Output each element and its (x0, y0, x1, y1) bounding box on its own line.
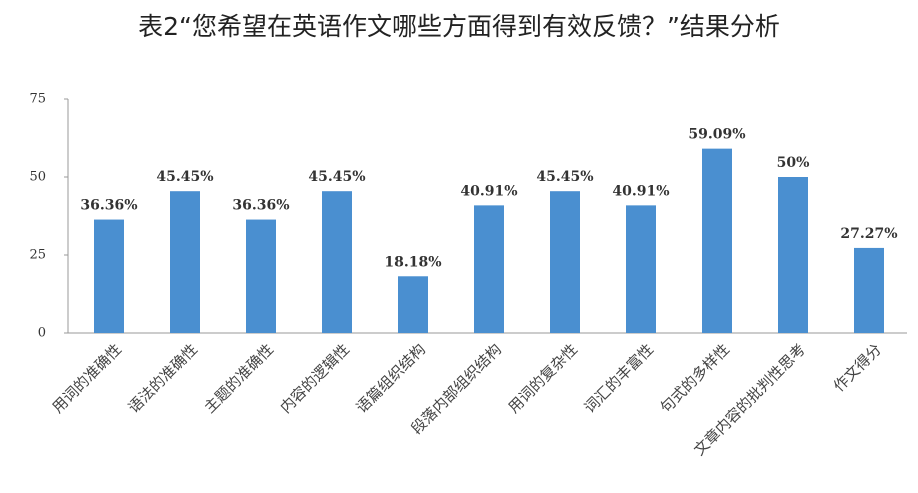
data-label: 59.09% (688, 127, 745, 143)
bar (626, 205, 656, 333)
chart-title: 表2“您希望在英语作文哪些方面得到有效反馈？”结果分析 (138, 12, 780, 41)
data-label: 40.91% (612, 183, 669, 199)
bar (550, 191, 580, 333)
data-label: 45.45% (536, 169, 593, 185)
y-tick-label: 0 (38, 326, 46, 341)
bar (702, 148, 732, 333)
data-label: 27.27% (840, 226, 897, 242)
data-label: 40.91% (460, 183, 517, 199)
x-tick-label: 用词的复杂性 (505, 340, 581, 416)
data-label: 36.36% (80, 198, 137, 214)
x-tick-label: 内容的逻辑性 (277, 340, 353, 416)
data-label: 45.45% (156, 169, 213, 185)
bar (398, 276, 428, 333)
x-tick-label: 句式的多样性 (657, 340, 733, 416)
bar (170, 191, 200, 333)
y-tick-label: 25 (29, 248, 46, 263)
x-tick-label: 语法的准确性 (125, 340, 201, 416)
data-label: 50% (777, 155, 810, 171)
bar (246, 219, 276, 333)
y-tick-label: 75 (29, 92, 46, 107)
x-tick-label: 用词的准确性 (49, 340, 125, 416)
bar (854, 247, 884, 333)
x-tick-label: 主题的准确性 (201, 340, 277, 416)
y-tick-label: 50 (29, 170, 46, 185)
bar (322, 191, 352, 333)
bar (778, 177, 808, 333)
data-label: 18.18% (384, 254, 441, 270)
bar (474, 205, 504, 333)
x-tick-label: 作文得分 (830, 340, 885, 395)
x-tick-label: 词汇的丰富性 (581, 340, 657, 416)
data-label: 36.36% (232, 198, 289, 214)
x-tick-label: 语篇组织结构 (353, 340, 429, 416)
data-label: 45.45% (308, 169, 365, 185)
bar (94, 219, 124, 333)
